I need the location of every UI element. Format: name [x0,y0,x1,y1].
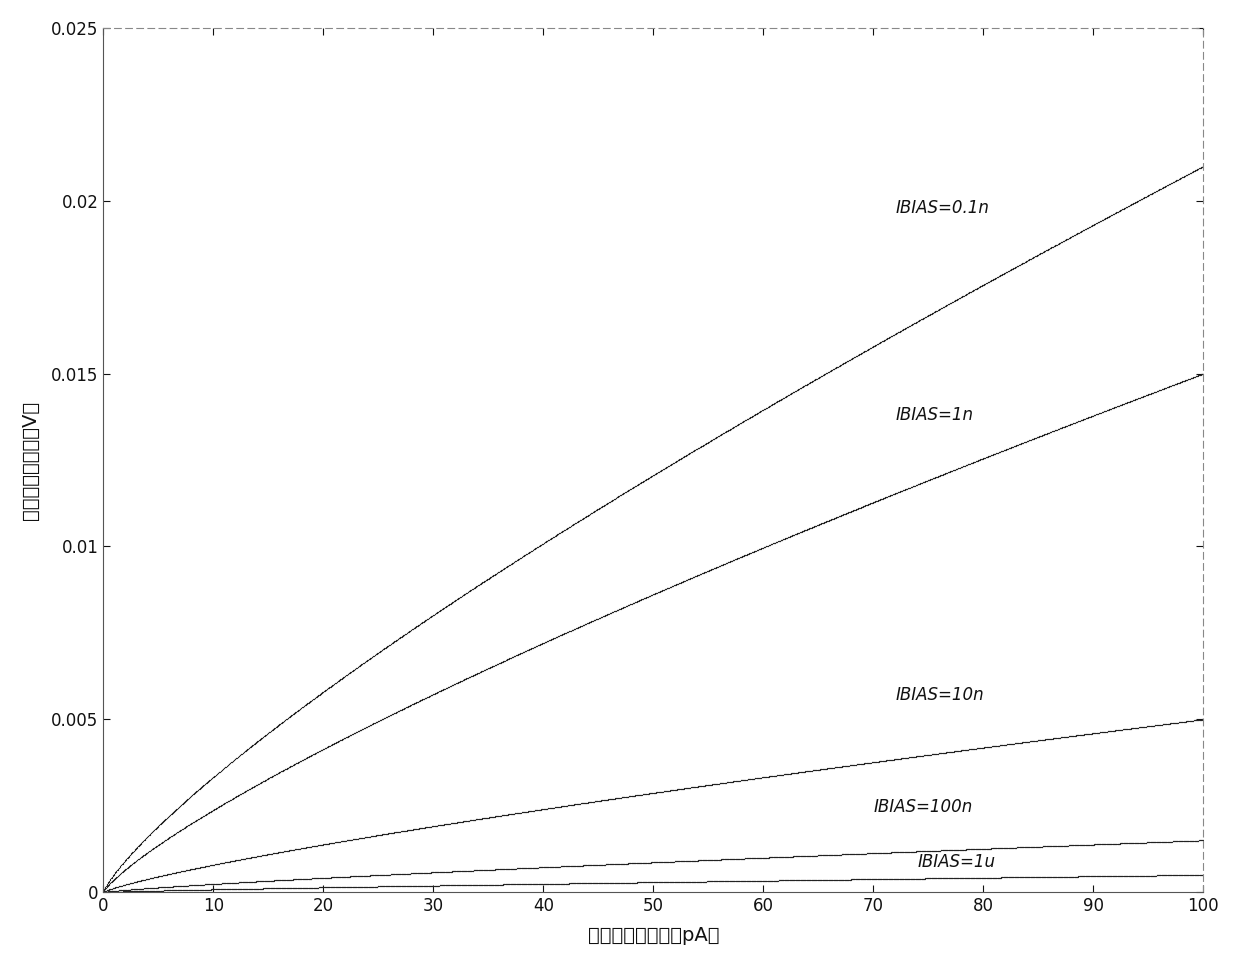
Text: IBIAS=10n: IBIAS=10n [895,686,983,704]
X-axis label: 输入电流幅度値（pA）: 输入电流幅度値（pA） [588,926,719,945]
Text: IBIAS=0.1n: IBIAS=0.1n [895,199,990,216]
Text: IBIAS=1n: IBIAS=1n [895,406,973,424]
Y-axis label: 输出电压幅度値（V）: 输出电压幅度値（V） [21,401,40,520]
Text: IBIAS=1u: IBIAS=1u [918,853,996,870]
Text: IBIAS=100n: IBIAS=100n [873,799,972,816]
